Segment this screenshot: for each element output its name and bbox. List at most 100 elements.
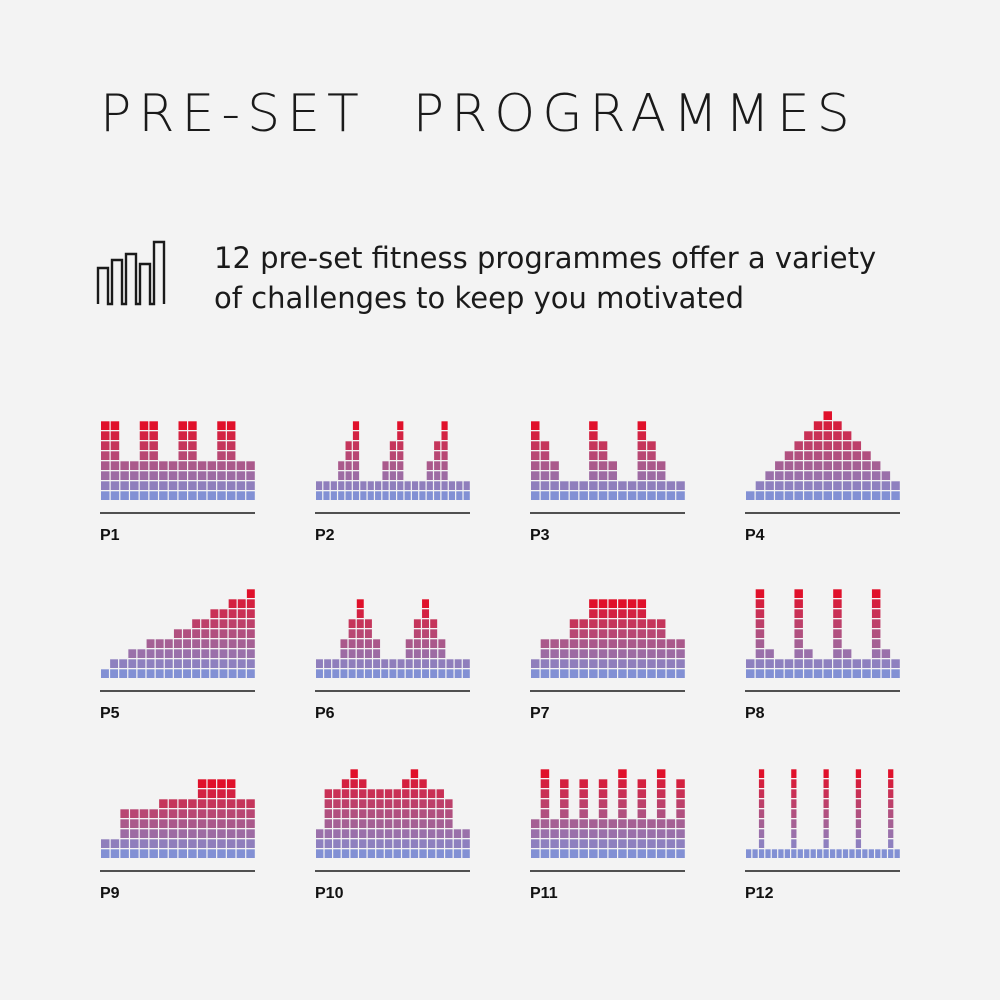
bar-block <box>178 819 187 828</box>
bar-block <box>197 471 207 480</box>
bar-block <box>666 819 676 828</box>
bar-block <box>419 789 427 798</box>
bar-block <box>207 481 217 490</box>
bar-block <box>637 639 647 648</box>
bar <box>579 619 588 678</box>
bar-block <box>237 599 246 608</box>
programme-chart-p9[interactable]: P9 <box>100 779 255 902</box>
bar <box>550 819 559 858</box>
bar-block <box>436 819 444 828</box>
bar-block <box>794 629 803 638</box>
bar-block <box>775 659 784 668</box>
bar <box>852 441 862 500</box>
bar-block <box>149 421 158 430</box>
bar-block <box>881 659 891 668</box>
programme-chart-p8[interactable]: P8 <box>745 589 900 722</box>
bar-block <box>246 639 255 648</box>
bar-block <box>608 471 617 480</box>
bar-block <box>422 659 430 668</box>
bar <box>120 809 129 858</box>
bar-block <box>618 799 627 808</box>
programme-chart-p7[interactable]: P7 <box>530 599 685 722</box>
bar-block <box>188 839 197 848</box>
bar <box>608 819 617 858</box>
bar-block <box>356 629 364 638</box>
bar-block <box>784 481 794 490</box>
bar-block <box>755 481 765 490</box>
bar-block <box>531 659 540 668</box>
bar-block <box>345 461 352 470</box>
bar-block <box>178 461 187 470</box>
bar-block <box>110 491 120 500</box>
bar-block <box>360 491 367 500</box>
bar-block <box>402 809 410 818</box>
bar-block <box>324 809 333 818</box>
programme-label: P8 <box>745 705 765 722</box>
bar-block <box>446 659 454 668</box>
programme-chart-p3[interactable]: P3 <box>530 421 685 544</box>
bar-block <box>352 461 360 470</box>
bar <box>426 461 433 500</box>
bar-block <box>422 669 430 678</box>
bar-block <box>647 659 656 668</box>
programme-chart-p6[interactable]: P6 <box>315 599 470 722</box>
bar-block <box>833 669 842 678</box>
bar-block <box>404 481 411 490</box>
bar <box>149 809 158 858</box>
bar <box>813 659 823 678</box>
bar <box>579 481 588 500</box>
bar-block <box>823 441 832 450</box>
bar-block <box>207 819 217 828</box>
bar-block <box>569 819 579 828</box>
bar-block <box>647 461 656 470</box>
bar-block <box>228 609 237 618</box>
bar <box>456 481 463 500</box>
bar-block <box>130 481 139 490</box>
bar-block <box>226 789 236 798</box>
bar-block <box>393 829 401 838</box>
programme-chart-p4[interactable]: P4 <box>745 411 900 544</box>
bar-block <box>627 639 637 648</box>
bar-block <box>389 441 396 450</box>
bar-block <box>852 659 862 668</box>
bar-block <box>871 461 881 470</box>
bar-block <box>871 609 881 618</box>
bar-block <box>207 849 217 858</box>
bar-block <box>871 659 881 668</box>
bar <box>146 639 155 678</box>
bar-block <box>246 589 255 598</box>
bar-block <box>188 431 197 440</box>
bar-block <box>419 809 427 818</box>
bar-block <box>178 421 187 430</box>
bar-block <box>891 659 900 668</box>
bar-block <box>137 659 146 668</box>
bar-block <box>569 659 579 668</box>
bar-block <box>168 471 178 480</box>
bar-block <box>376 789 384 798</box>
intro-line-2: of challenges to keep you motivated <box>214 281 745 315</box>
bar-block <box>569 669 579 678</box>
programme-chart-p2[interactable]: P2 <box>315 421 470 544</box>
programme-chart-p12[interactable]: P12 <box>745 769 900 902</box>
programme-chart-p5[interactable]: P5 <box>100 589 255 722</box>
bar-block <box>445 819 453 828</box>
bar-block <box>441 421 448 430</box>
bar-block <box>402 829 410 838</box>
bar-block <box>656 659 666 668</box>
bar-block <box>666 669 676 678</box>
bar-block <box>168 481 178 490</box>
bar <box>758 769 765 858</box>
bar <box>784 849 791 858</box>
programme-chart-p10[interactable]: P10 <box>315 769 470 902</box>
bar-block <box>589 461 598 470</box>
bar-block <box>434 461 441 470</box>
bar-block <box>871 669 881 678</box>
programme-chart-p1[interactable]: P1 <box>100 421 255 544</box>
bar-block <box>146 639 155 648</box>
bar-block <box>110 441 120 450</box>
programme-chart-p11[interactable]: P11 <box>530 769 685 902</box>
bar-block <box>207 461 217 470</box>
bar <box>804 849 810 858</box>
bar-block <box>246 481 255 490</box>
bar-block <box>426 481 433 490</box>
